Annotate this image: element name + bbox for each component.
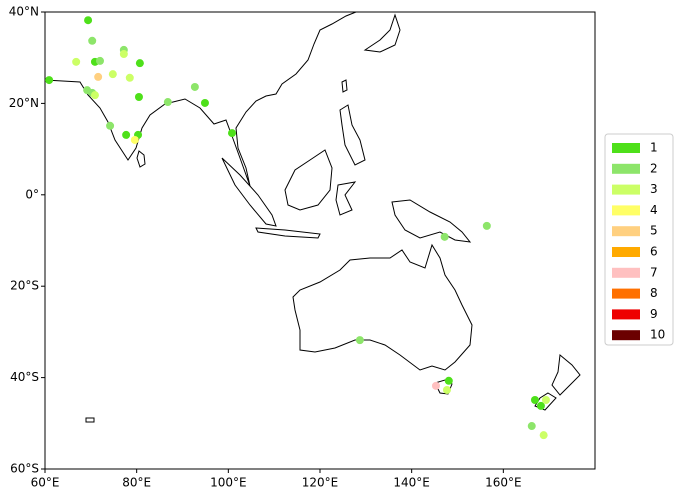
legend-swatch: [612, 205, 640, 216]
station-point: [72, 57, 81, 66]
legend-label: 8: [650, 286, 658, 300]
legend-swatch: [612, 267, 640, 278]
station-point: [130, 135, 139, 144]
y-tick-label: 20°S: [10, 279, 39, 293]
legend-label: 9: [650, 307, 658, 321]
station-point: [106, 121, 115, 130]
legend-swatch: [612, 288, 640, 299]
x-tick-label: 140°E: [393, 476, 430, 490]
station-point: [431, 381, 440, 390]
y-tick-label: 0°: [25, 187, 39, 201]
legend-swatch: [612, 330, 640, 341]
station-point: [119, 50, 128, 59]
y-tick-label: 60°S: [10, 462, 39, 476]
y-tick-label: 40°S: [10, 370, 39, 384]
japan: [363, 13, 401, 53]
new-guinea: [391, 199, 472, 243]
station-point: [45, 76, 54, 85]
station-point: [541, 395, 550, 404]
philippines: [339, 104, 366, 166]
station-point: [125, 73, 134, 82]
asia-coast: [44, 11, 357, 187]
station-point: [96, 56, 104, 65]
legend-swatch: [612, 163, 640, 174]
station-point: [442, 385, 451, 394]
java: [255, 227, 321, 239]
small-island: [85, 417, 95, 423]
station-point: [135, 59, 144, 68]
x-tick-label: 120°E: [302, 476, 339, 490]
station-point: [482, 221, 491, 230]
legend-label: 6: [650, 245, 658, 259]
station-point: [88, 36, 97, 45]
station-point: [163, 98, 172, 107]
station-point: [355, 336, 364, 345]
coastlines: [44, 11, 581, 423]
legend-label: 7: [650, 265, 658, 279]
y-tick-label: 40°N: [9, 5, 39, 19]
station-point: [84, 16, 93, 25]
station-point: [94, 72, 103, 81]
sumatra: [221, 157, 277, 227]
legend-swatch: [612, 247, 640, 257]
legend-swatch: [612, 184, 640, 195]
station-point: [444, 376, 453, 385]
legend-label: 2: [650, 161, 658, 175]
legend-label: 1: [650, 141, 658, 155]
legend-label: 10: [650, 328, 665, 342]
borneo: [284, 149, 333, 211]
station-point: [539, 431, 548, 440]
station-point: [190, 82, 199, 91]
legend-label: 3: [650, 182, 658, 196]
x-tick-label: 160°E: [485, 476, 522, 490]
legend: 1 2 3 4 5 6 7 8 9 10: [604, 133, 674, 346]
x-tick-label: 60°E: [31, 476, 60, 490]
taiwan: [341, 79, 348, 93]
sulawesi: [335, 181, 357, 216]
station-point: [536, 401, 545, 410]
station-point: [527, 422, 536, 431]
australia: [292, 243, 473, 371]
legend-label: 5: [650, 224, 658, 238]
station-point: [440, 232, 449, 241]
y-tick-label: 20°N: [9, 96, 39, 110]
new-zealand-north: [551, 354, 581, 396]
legend-swatch: [612, 143, 640, 153]
station-point: [90, 91, 99, 100]
x-tick-label: 80°E: [122, 476, 151, 490]
station-point: [530, 395, 539, 404]
station-point: [228, 129, 236, 138]
sri-lanka: [136, 150, 146, 168]
station-point: [134, 93, 143, 102]
station-point: [122, 130, 131, 139]
legend-swatch: [612, 309, 640, 320]
station-point: [108, 70, 117, 79]
station-point: [200, 98, 209, 107]
x-tick-label: 100°E: [210, 476, 247, 490]
legend-label: 4: [650, 203, 658, 217]
legend-swatch: [612, 226, 640, 237]
